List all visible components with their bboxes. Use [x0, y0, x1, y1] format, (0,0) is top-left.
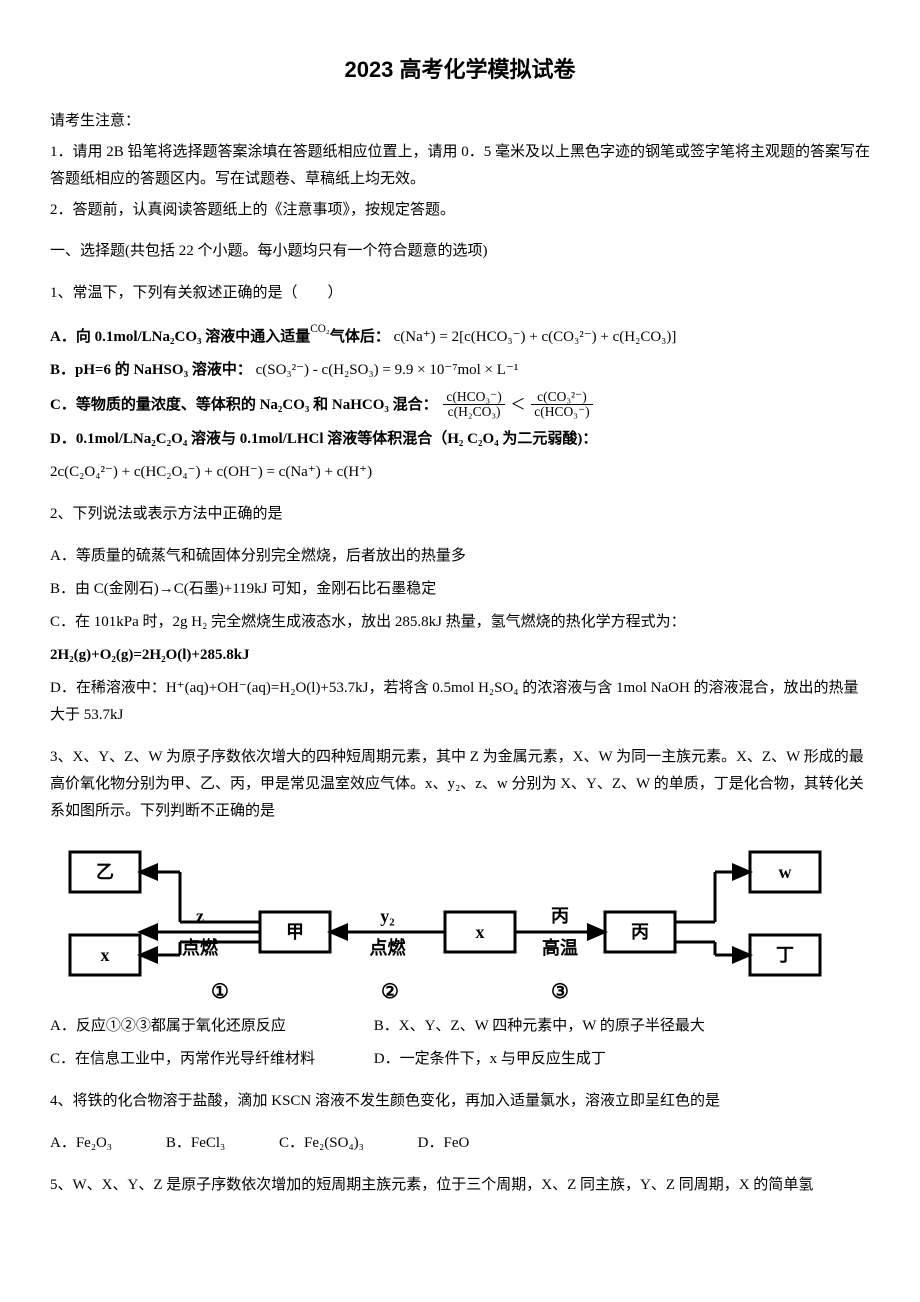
question-1: 1、常温下，下列有关叙述正确的是（ ） A．向 0.1mol/LNa₂CO₃ 溶… — [50, 280, 870, 487]
question-3: 3、X、Y、Z、W 为原子序数依次增大的四种短周期元素，其中 Z 为金属元素，X… — [50, 744, 870, 1073]
q3-opts-row1: A．反应①②③都属于氧化还原反应 B．X、Y、Z、W 四种元素中，W 的原子半径… — [50, 1013, 870, 1040]
q1-c-frac1-den: c(H₂CO₃) — [443, 404, 504, 420]
q1-opt-c: C．等物质的量浓度、等体积的 Na₂CO₃ 和 NaHCO₃ 混合： c(HCO… — [50, 390, 870, 421]
question-5: 5、W、X、Y、Z 是原子序数依次增加的短周期主族元素，位于三个周期，X、Z 同… — [50, 1172, 870, 1199]
svg-text:高温: 高温 — [542, 937, 578, 958]
page-title: 2023 高考化学模拟试卷 — [50, 50, 870, 90]
q1-a-co2: CO₂ — [310, 323, 330, 335]
q2-stem: 2、下列说法或表示方法中正确的是 — [50, 501, 870, 528]
q1-c-frac2-num: c(CO₃²⁻) — [531, 390, 592, 405]
q4-options: A．Fe₂O₃ B．FeCl₃ C．Fe₂(SO₄)₃ D．FeO — [50, 1130, 870, 1157]
q2-opt-c-eq: 2H₂(g)+O₂(g)=2H₂O(l)+285.8kJ — [50, 642, 870, 669]
q2-opt-c: C．在 101kPa 时，2g H₂ 完全燃烧生成液态水，放出 285.8kJ … — [50, 609, 870, 636]
q1-b-prefix: B．pH=6 的 NaHSO₃ 溶液中： — [50, 362, 252, 378]
instruction-1: 1．请用 2B 铅笔将选择题答案涂填在答题纸相应位置上，请用 0．5 毫米及以上… — [50, 139, 870, 193]
svg-text:①: ① — [211, 981, 229, 1003]
q2-opt-d: D．在稀溶液中：H⁺(aq)+OH⁻(aq)=H₂O(l)+53.7kJ，若将含… — [50, 675, 870, 729]
q4-opt-a: A．Fe₂O₃ — [50, 1130, 112, 1157]
q2-opt-b: B．由 C(金刚石)→C(石墨)+119kJ 可知，金刚石比石墨稳定 — [50, 576, 870, 603]
q1-c-prefix: C．等物质的量浓度、等体积的 Na₂CO₃ 和 NaHCO₃ 混合： — [50, 396, 438, 412]
q3-stem: 3、X、Y、Z、W 为原子序数依次增大的四种短周期元素，其中 Z 为金属元素，X… — [50, 744, 870, 825]
q4-opt-d: D．FeO — [418, 1130, 470, 1157]
q3-opt-d: D．一定条件下，x 与甲反应生成丁 — [374, 1051, 606, 1067]
q1-c-frac2: c(CO₃²⁻) c(HCO₃⁻) — [531, 390, 592, 421]
q1-a-prefix: A．向 0.1mol/LNa₂CO₃ 溶液中通入适量 — [50, 329, 310, 345]
q2-opt-a: A．等质量的硫蒸气和硫固体分别完全燃烧，后者放出的热量多 — [50, 543, 870, 570]
q1-opt-a: A．向 0.1mol/LNa₂CO₃ 溶液中通入适量CO₂气体后： c(Na⁺)… — [50, 322, 870, 351]
q1-c-frac1-num: c(HCO₃⁻) — [443, 390, 504, 405]
instructions-label: 请考生注意： — [50, 108, 870, 135]
q1-a-mid: 气体后： — [330, 329, 390, 345]
question-2: 2、下列说法或表示方法中正确的是 A．等质量的硫蒸气和硫固体分别完全燃烧，后者放… — [50, 501, 870, 729]
instructions-block: 请考生注意： 1．请用 2B 铅笔将选择题答案涂填在答题纸相应位置上，请用 0．… — [50, 108, 870, 224]
q3-opt-b: B．X、Y、Z、W 四种元素中，W 的原子半径最大 — [374, 1018, 705, 1034]
q4-stem: 4、将铁的化合物溶于盐酸，滴加 KSCN 溶液不发生颜色变化，再加入适量氯水，溶… — [50, 1088, 870, 1115]
q1-b-eq: c(SO₃²⁻) - c(H₂SO₃) = 9.9 × 10⁻⁷mol × L⁻… — [256, 362, 519, 378]
q1-c-frac2-den: c(HCO₃⁻) — [531, 404, 592, 420]
svg-text:点燃: 点燃 — [182, 937, 219, 958]
svg-text:丙: 丙 — [551, 906, 569, 926]
svg-text:乙: 乙 — [96, 862, 114, 882]
q3-opts-row2: C．在信息工业中，丙常作光导纤维材料 D．一定条件下，x 与甲反应生成丁 — [50, 1046, 870, 1073]
svg-text:甲: 甲 — [286, 922, 304, 942]
svg-text:丁: 丁 — [776, 945, 794, 965]
svg-text:丙: 丙 — [631, 922, 649, 942]
svg-text:x: x — [101, 945, 110, 965]
svg-text:w: w — [779, 862, 792, 882]
q4-opt-b: B．FeCl₃ — [166, 1130, 225, 1157]
instruction-2: 2．答题前，认真阅读答题纸上的《注意事项》，按规定答题。 — [50, 197, 870, 224]
q1-a-eq: c(Na⁺) = 2[c(HCO₃⁻) + c(CO₃²⁻) + c(H₂CO₃… — [394, 329, 677, 345]
q1-c-lt: ＜ — [511, 396, 526, 412]
q1-opt-d-eq: 2c(C₂O₄²⁻) + c(HC₂O₄⁻) + c(OH⁻) = c(Na⁺)… — [50, 459, 870, 486]
q5-stem: 5、W、X、Y、Z 是原子序数依次增加的短周期主族元素，位于三个周期，X、Z 同… — [50, 1172, 870, 1199]
q1-stem: 1、常温下，下列有关叙述正确的是（ ） — [50, 280, 870, 307]
svg-text:x: x — [476, 922, 485, 942]
q3-opt-a: A．反应①②③都属于氧化还原反应 — [50, 1013, 370, 1040]
q4-opt-c: C．Fe₂(SO₄)₃ — [279, 1130, 364, 1157]
q1-opt-d-line1: D．0.1mol/LNa₂C₂O₄ 溶液与 0.1mol/LHCl 溶液等体积混… — [50, 426, 870, 453]
q1-c-frac1: c(HCO₃⁻) c(H₂CO₃) — [443, 390, 504, 421]
q3-diagram: 乙x甲x丙w丁z点燃①y₂点燃②丙高温③ — [50, 840, 870, 1005]
svg-text:③: ③ — [551, 981, 569, 1003]
q3-opt-c: C．在信息工业中，丙常作光导纤维材料 — [50, 1046, 370, 1073]
q3-svg: 乙x甲x丙w丁z点燃①y₂点燃②丙高温③ — [50, 840, 840, 1005]
svg-text:y₂: y₂ — [380, 906, 394, 926]
q1-opt-b: B．pH=6 的 NaHSO₃ 溶液中： c(SO₃²⁻) - c(H₂SO₃)… — [50, 357, 870, 384]
question-4: 4、将铁的化合物溶于盐酸，滴加 KSCN 溶液不发生颜色变化，再加入适量氯水，溶… — [50, 1088, 870, 1157]
svg-text:②: ② — [381, 981, 399, 1003]
section-1-title: 一、选择题(共包括 22 个小题。每小题均只有一个符合题意的选项) — [50, 238, 870, 265]
svg-text:点燃: 点燃 — [370, 937, 407, 958]
